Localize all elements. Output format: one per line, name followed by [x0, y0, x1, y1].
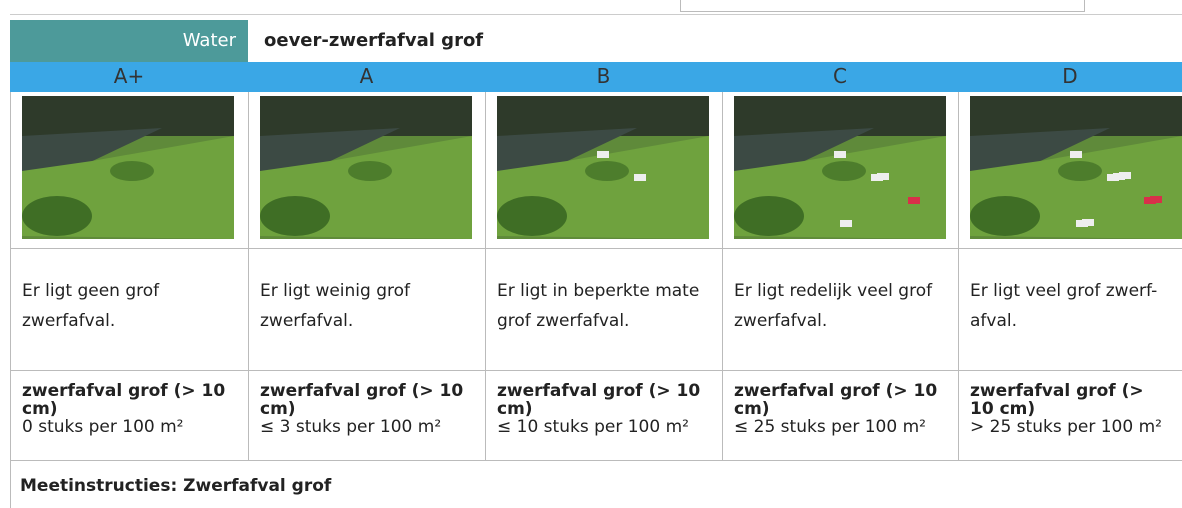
criterion: > 25 stuks per 100 m²: [970, 417, 1162, 437]
photo-part: [734, 196, 804, 236]
row-rule: [10, 248, 1182, 249]
description: Er ligt in beperkte mate grof zwerfafval…: [485, 276, 722, 336]
top-box: [680, 0, 1085, 12]
criterion: 0 stuks per 100 m²: [22, 417, 184, 437]
photo-part: [497, 196, 567, 236]
criterion-title: zwerfafval grof (> 10 cm): [970, 382, 1170, 418]
photo: [734, 96, 946, 239]
top-rule: [10, 14, 1182, 15]
photo-part: [970, 196, 1040, 236]
photo-part: [597, 151, 609, 158]
photo-part: [834, 151, 846, 158]
header-title: oever-zwerfafval grof: [248, 20, 1182, 62]
row-rule: [10, 370, 1182, 371]
photo-part: [348, 161, 392, 181]
grade: D: [958, 64, 1182, 88]
photo-frame: [970, 96, 1182, 239]
photo-part: [634, 174, 646, 181]
photo-part: [1070, 151, 1082, 158]
grade: C: [722, 64, 958, 88]
photo-part: [1082, 219, 1094, 226]
page: Water oever-zwerfafval grof Meetinstruct…: [0, 0, 1182, 508]
photo-part: [260, 196, 330, 236]
photo: [970, 96, 1182, 239]
photo-frame: [260, 96, 472, 239]
photo-frame: [22, 96, 234, 239]
photo-part: [1058, 161, 1102, 181]
criterion-title: zwerfafval grof (> 10 cm): [734, 382, 946, 418]
photo-part: [908, 197, 920, 204]
photo-frame: [734, 96, 946, 239]
grade: B: [485, 64, 722, 88]
criterion-title: zwerfafval grof (> 10 cm): [260, 382, 473, 418]
description: Er ligt geen grof zwerfafval.: [10, 276, 248, 336]
photo: [260, 96, 472, 239]
criterion-cell: zwerfafval grof (> 10 cm)> 25 stuks per …: [958, 382, 1182, 436]
criterion: ≤ 25 stuks per 100 m²: [734, 417, 926, 437]
row-rule: [10, 460, 1182, 461]
photo: [497, 96, 709, 239]
header-category: Water: [10, 20, 248, 62]
photo-part: [1150, 196, 1162, 203]
criterion-cell: zwerfafval grof (> 10 cm)≤ 25 stuks per …: [722, 382, 958, 436]
criterion-cell: zwerfafval grof (> 10 cm)≤ 10 stuks per …: [485, 382, 722, 436]
grade: A+: [10, 64, 248, 88]
description: Er ligt weinig grof zwerfafval.: [248, 276, 485, 336]
criterion: ≤ 3 stuks per 100 m²: [260, 417, 441, 437]
photo-part: [822, 161, 866, 181]
description: Er ligt redelijk veel grof zwerfafval.: [722, 276, 958, 336]
photo: [22, 96, 234, 239]
criterion-title: zwerfafval grof (> 10 cm): [497, 382, 710, 418]
photo-part: [877, 173, 889, 180]
criterion-cell: zwerfafval grof (> 10 cm)0 stuks per 100…: [10, 382, 248, 436]
photo-part: [585, 161, 629, 181]
criterion-cell: zwerfafval grof (> 10 cm)≤ 3 stuks per 1…: [248, 382, 485, 436]
photo-frame: [497, 96, 709, 239]
description: Er ligt veel grof zwerf-afval.: [958, 276, 1182, 336]
criterion: ≤ 10 stuks per 100 m²: [497, 417, 689, 437]
photo-part: [840, 220, 852, 227]
photo-part: [22, 196, 92, 236]
footer: Meetinstructies: Zwerfafval grof: [10, 476, 331, 496]
criterion-title: zwerfafval grof (> 10 cm): [22, 382, 236, 418]
photo-part: [110, 161, 154, 181]
grade: A: [248, 64, 485, 88]
photo-part: [1119, 172, 1131, 179]
